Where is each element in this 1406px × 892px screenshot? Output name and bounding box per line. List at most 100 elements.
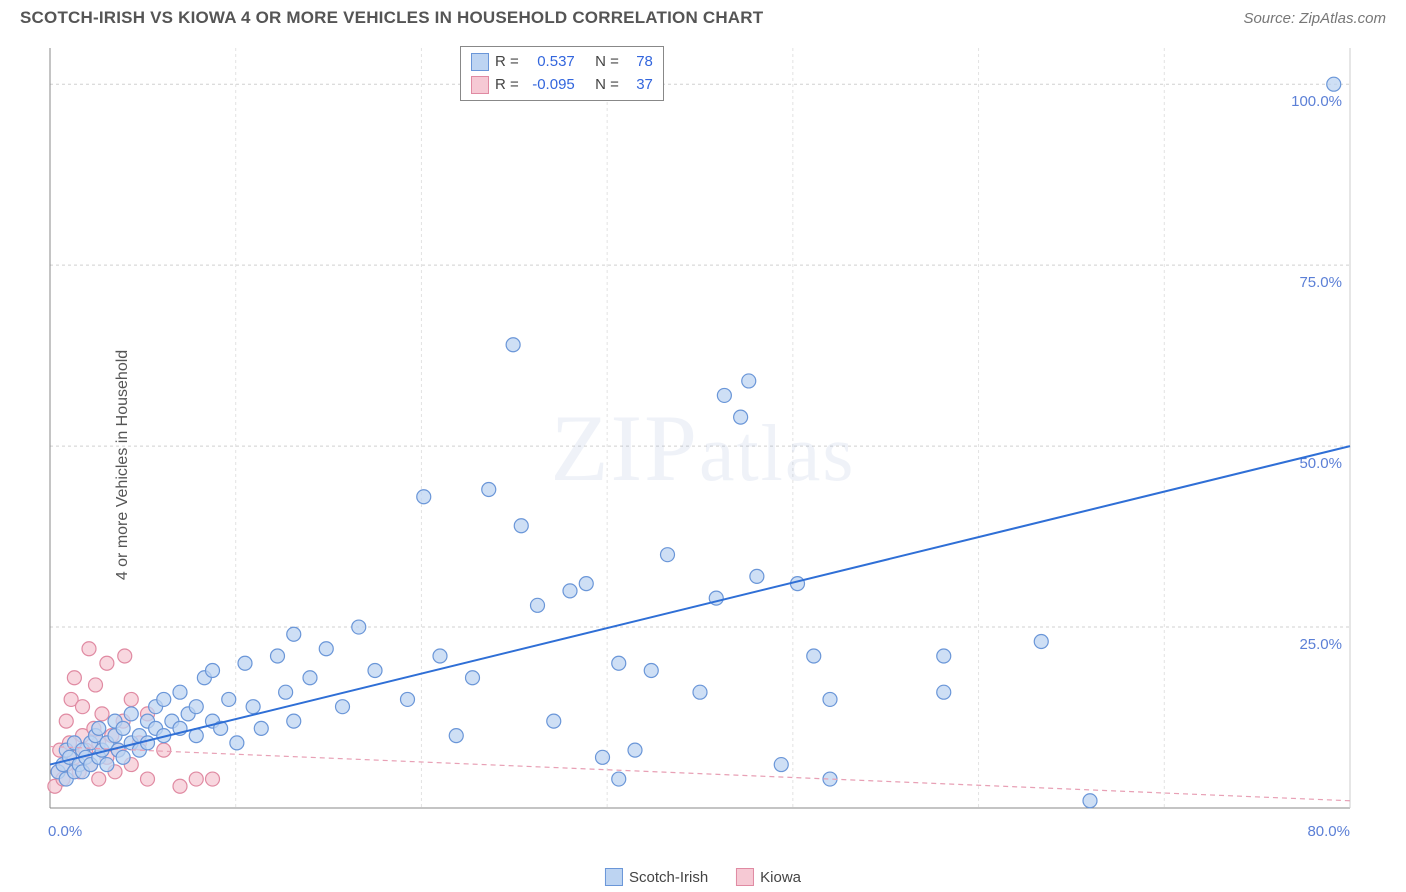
data-point xyxy=(628,743,642,757)
data-point xyxy=(89,678,103,692)
correlation-stats-box: R = 0.537 N = 78 R = -0.095 N = 37 xyxy=(460,46,664,101)
data-point xyxy=(531,598,545,612)
data-point xyxy=(823,692,837,706)
data-point xyxy=(352,620,366,634)
data-point xyxy=(206,663,220,677)
y-tick-label: 75.0% xyxy=(1299,274,1342,291)
stat-n-value: 37 xyxy=(625,74,653,97)
data-point xyxy=(100,656,114,670)
legend-item: Kiowa xyxy=(736,868,801,886)
data-point xyxy=(92,721,106,735)
trend-line xyxy=(50,746,1350,800)
data-point xyxy=(401,692,415,706)
data-point xyxy=(82,642,96,656)
stat-r-label: R = xyxy=(495,51,519,74)
data-point xyxy=(59,714,73,728)
data-point xyxy=(514,519,528,533)
data-point xyxy=(222,692,236,706)
series-swatch xyxy=(736,868,754,886)
data-point xyxy=(287,627,301,641)
data-point xyxy=(157,743,171,757)
data-point xyxy=(612,656,626,670)
x-tick-label: 80.0% xyxy=(1307,823,1350,840)
data-point xyxy=(807,649,821,663)
data-point xyxy=(368,663,382,677)
legend: Scotch-Irish Kiowa xyxy=(605,868,801,886)
y-tick-label: 25.0% xyxy=(1299,636,1342,653)
data-point xyxy=(1083,794,1097,808)
data-point xyxy=(482,483,496,497)
source-label: Source: ZipAtlas.com xyxy=(1243,10,1386,27)
data-point xyxy=(742,374,756,388)
data-point xyxy=(547,714,561,728)
data-point xyxy=(230,736,244,750)
data-point xyxy=(466,671,480,685)
x-tick-label: 0.0% xyxy=(48,823,82,840)
stat-r-value: -0.095 xyxy=(525,74,575,97)
series-swatch xyxy=(605,868,623,886)
legend-item: Scotch-Irish xyxy=(605,868,708,886)
stat-n-value: 78 xyxy=(625,51,653,74)
data-point xyxy=(157,692,171,706)
data-point xyxy=(336,700,350,714)
data-point xyxy=(124,707,138,721)
series-swatch xyxy=(471,53,489,71)
data-point xyxy=(279,685,293,699)
data-point xyxy=(417,490,431,504)
stat-n-label: N = xyxy=(595,51,619,74)
data-point xyxy=(173,685,187,699)
data-point xyxy=(189,700,203,714)
data-point xyxy=(118,649,132,663)
y-axis-label: 4 or more Vehicles in Household xyxy=(114,350,132,580)
chart-container: 4 or more Vehicles in Household 25.0%50.… xyxy=(0,38,1406,892)
data-point xyxy=(717,388,731,402)
data-point xyxy=(287,714,301,728)
data-point xyxy=(1327,77,1341,91)
data-point xyxy=(173,779,187,793)
legend-label: Kiowa xyxy=(760,869,801,886)
stat-r-value: 0.537 xyxy=(525,51,575,74)
y-tick-label: 100.0% xyxy=(1291,93,1342,110)
data-point xyxy=(1034,635,1048,649)
data-point xyxy=(644,663,658,677)
data-point xyxy=(238,656,252,670)
stat-n-label: N = xyxy=(595,74,619,97)
data-point xyxy=(271,649,285,663)
data-point xyxy=(116,721,130,735)
chart-title: SCOTCH-IRISH VS KIOWA 4 OR MORE VEHICLES… xyxy=(20,8,763,28)
legend-label: Scotch-Irish xyxy=(629,869,708,886)
data-point xyxy=(246,700,260,714)
data-point xyxy=(67,671,81,685)
data-point xyxy=(433,649,447,663)
stats-row: R = -0.095 N = 37 xyxy=(471,74,653,97)
data-point xyxy=(319,642,333,656)
data-point xyxy=(254,721,268,735)
scatter-chart: 25.0%50.0%75.0%100.0%0.0%80.0% xyxy=(0,38,1406,848)
data-point xyxy=(92,772,106,786)
data-point xyxy=(661,548,675,562)
data-point xyxy=(734,410,748,424)
data-point xyxy=(596,750,610,764)
data-point xyxy=(693,685,707,699)
data-point xyxy=(76,700,90,714)
data-point xyxy=(774,758,788,772)
data-point xyxy=(937,685,951,699)
data-point xyxy=(100,758,114,772)
data-point xyxy=(95,707,109,721)
data-point xyxy=(937,649,951,663)
data-point xyxy=(750,569,764,583)
data-point xyxy=(506,338,520,352)
stats-row: R = 0.537 N = 78 xyxy=(471,51,653,74)
data-point xyxy=(579,577,593,591)
data-point xyxy=(449,729,463,743)
data-point xyxy=(206,772,220,786)
data-point xyxy=(303,671,317,685)
data-point xyxy=(612,772,626,786)
stat-r-label: R = xyxy=(495,74,519,97)
data-point xyxy=(116,750,130,764)
data-point xyxy=(563,584,577,598)
data-point xyxy=(141,772,155,786)
series-swatch xyxy=(471,76,489,94)
trend-line xyxy=(50,446,1350,764)
data-point xyxy=(189,772,203,786)
